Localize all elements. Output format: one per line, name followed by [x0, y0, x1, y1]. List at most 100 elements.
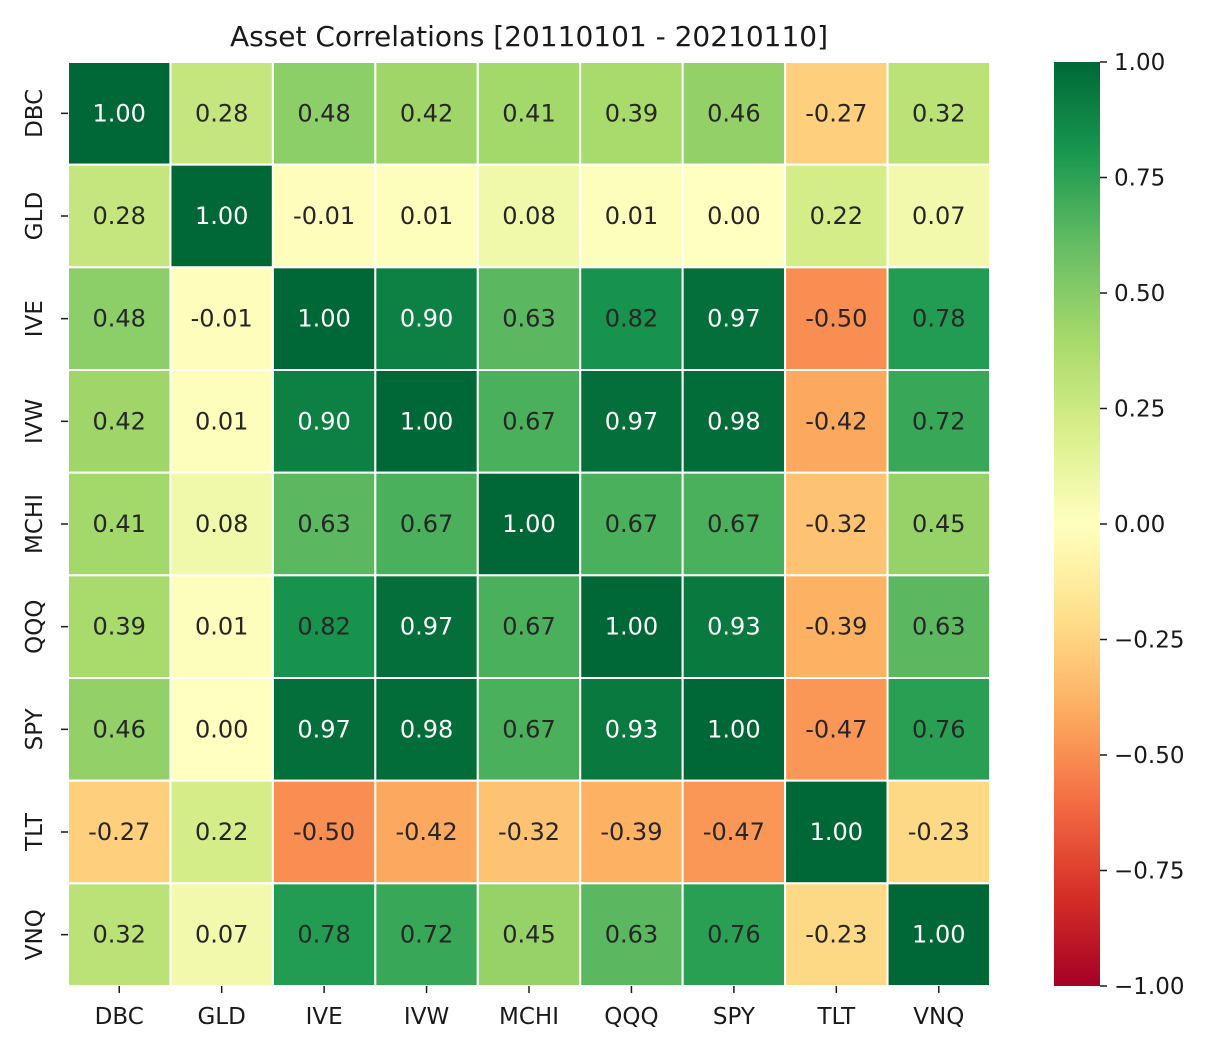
- cell-value-label: 0.63: [297, 510, 350, 538]
- cell-value-label: 0.32: [912, 99, 965, 127]
- cell-value-label: -0.27: [805, 99, 867, 127]
- cell-value-label: 0.98: [400, 715, 453, 743]
- heatmap-cell: [271, 779, 377, 885]
- x-axis: DBC GLD IVE IVW MCHI QQQ SPY TLT VNQ: [95, 986, 964, 1030]
- heatmap-cell: [681, 471, 787, 577]
- y-tick-label: TLT: [22, 812, 48, 852]
- cell-value-label: 0.01: [195, 613, 248, 641]
- cell-value-label: 0.67: [605, 510, 658, 538]
- cell-value-label: -0.39: [805, 613, 867, 641]
- cell-value-label: 0.32: [93, 921, 146, 949]
- colorbar-tick-label: −0.50: [1114, 743, 1184, 769]
- cell-value-label: 0.97: [400, 613, 453, 641]
- cell-value-label: 0.42: [400, 99, 453, 127]
- heatmap-cell: [169, 882, 274, 987]
- y-tick-label: SPY: [22, 707, 48, 750]
- cell-value-label: -0.32: [498, 818, 560, 846]
- heatmap-cell: [169, 677, 274, 782]
- cell-value-label: 1.00: [912, 921, 965, 949]
- cell-value-label: 0.01: [195, 407, 248, 435]
- cell-value-label: 0.63: [605, 921, 658, 949]
- cell-value-label: 0.97: [605, 407, 658, 435]
- cell-value-label: 0.82: [297, 613, 350, 641]
- heatmap-cell: [374, 779, 479, 885]
- x-tick-label: DBC: [95, 1004, 144, 1030]
- cell-value-label: -0.39: [600, 818, 662, 846]
- heatmap-cell: [579, 574, 684, 679]
- x-tick-label: QQQ: [604, 1004, 658, 1030]
- heatmap-cell: [374, 266, 479, 372]
- cell-value-label: 0.93: [605, 715, 658, 743]
- colorbar: 1.00 0.75 0.50 0.25 0.00 −0.25 −0.50 −0.75 −1.00: [1054, 50, 1184, 1000]
- cell-value-label: -0.42: [805, 407, 867, 435]
- cell-value-label: 0.22: [810, 202, 863, 230]
- cell-value-label: -0.47: [703, 818, 765, 846]
- heatmap-cell: [886, 369, 991, 474]
- heatmap-cell: [886, 471, 991, 577]
- heatmap-cell: [476, 266, 582, 372]
- cell-value-label: 1.00: [400, 407, 453, 435]
- cell-value-label: 0.41: [502, 99, 555, 127]
- y-tick-label: MCHI: [22, 494, 48, 554]
- heatmap-cell: [271, 61, 377, 166]
- cell-value-label: 0.76: [912, 715, 965, 743]
- cell-value-label: 0.76: [707, 921, 760, 949]
- heatmap-cell: [681, 266, 787, 372]
- cell-value-label: -0.32: [805, 510, 867, 538]
- cell-value-label: -0.01: [293, 202, 355, 230]
- heatmap-cell: [681, 779, 787, 885]
- cell-value-label: 0.41: [93, 510, 146, 538]
- cell-value-label: 0.08: [195, 510, 248, 538]
- cell-value-label: -0.23: [908, 818, 970, 846]
- cell-value-label: 0.82: [605, 305, 658, 333]
- heatmap-cell: [271, 163, 377, 269]
- heatmap-cell: [476, 574, 582, 679]
- cell-value-label: 0.08: [502, 202, 555, 230]
- cell-value-label: 0.98: [707, 407, 760, 435]
- cell-value-label: 0.97: [297, 715, 350, 743]
- cell-value-label: 0.72: [400, 921, 453, 949]
- x-tick-label: SPY: [713, 1004, 756, 1030]
- cell-value-label: 0.46: [707, 99, 760, 127]
- heatmap-cell: [784, 163, 889, 269]
- cell-value-label: 0.07: [195, 921, 248, 949]
- heatmap-cell: [169, 266, 274, 372]
- cell-value-label: 0.48: [297, 99, 350, 127]
- heatmap-cell: [67, 574, 172, 679]
- cell-value-label: 0.67: [707, 510, 760, 538]
- x-tick-label: MCHI: [499, 1004, 559, 1030]
- colorbar-gradient: [1054, 62, 1100, 986]
- heatmap-cell: [374, 471, 479, 577]
- chart-title: Asset Correlations [20110101 - 20210110]: [230, 20, 828, 53]
- x-tick-label: VNQ: [913, 1004, 964, 1030]
- heatmap-cell: [886, 574, 991, 679]
- heatmap-cell: [681, 677, 787, 782]
- cell-value-label: -0.27: [88, 818, 150, 846]
- cell-value-label: -0.01: [191, 305, 253, 333]
- heatmap-cell: [271, 471, 377, 577]
- heatmap-cell: [67, 61, 172, 166]
- cell-value-label: 0.78: [912, 305, 965, 333]
- cell-value-label: 0.01: [605, 202, 658, 230]
- colorbar-tick-label: 1.00: [1114, 50, 1165, 76]
- colorbar-tick-label: 0.25: [1114, 397, 1165, 423]
- cell-value-label: -0.50: [805, 305, 867, 333]
- cell-value-label: 1.00: [195, 202, 248, 230]
- y-tick-label: DBC: [22, 89, 48, 138]
- x-tick-label: IVW: [404, 1004, 449, 1030]
- heatmap-cell: [374, 369, 479, 474]
- cell-value-label: 0.39: [605, 99, 658, 127]
- y-tick-label: GLD: [22, 192, 48, 240]
- cell-value-label: 1.00: [707, 715, 760, 743]
- heatmap-cell: [169, 574, 274, 679]
- cell-value-label: 0.00: [707, 202, 760, 230]
- heatmap-cell: [271, 882, 377, 987]
- cell-value-label: 0.00: [195, 715, 248, 743]
- cell-value-label: 1.00: [502, 510, 555, 538]
- heatmap-cell: [67, 163, 172, 269]
- cell-value-label: 0.63: [502, 305, 555, 333]
- y-tick-label: IVE: [22, 300, 48, 337]
- heatmap-cell: [169, 61, 274, 166]
- heatmap-cell: [784, 61, 889, 166]
- heatmap-cell: [271, 574, 377, 679]
